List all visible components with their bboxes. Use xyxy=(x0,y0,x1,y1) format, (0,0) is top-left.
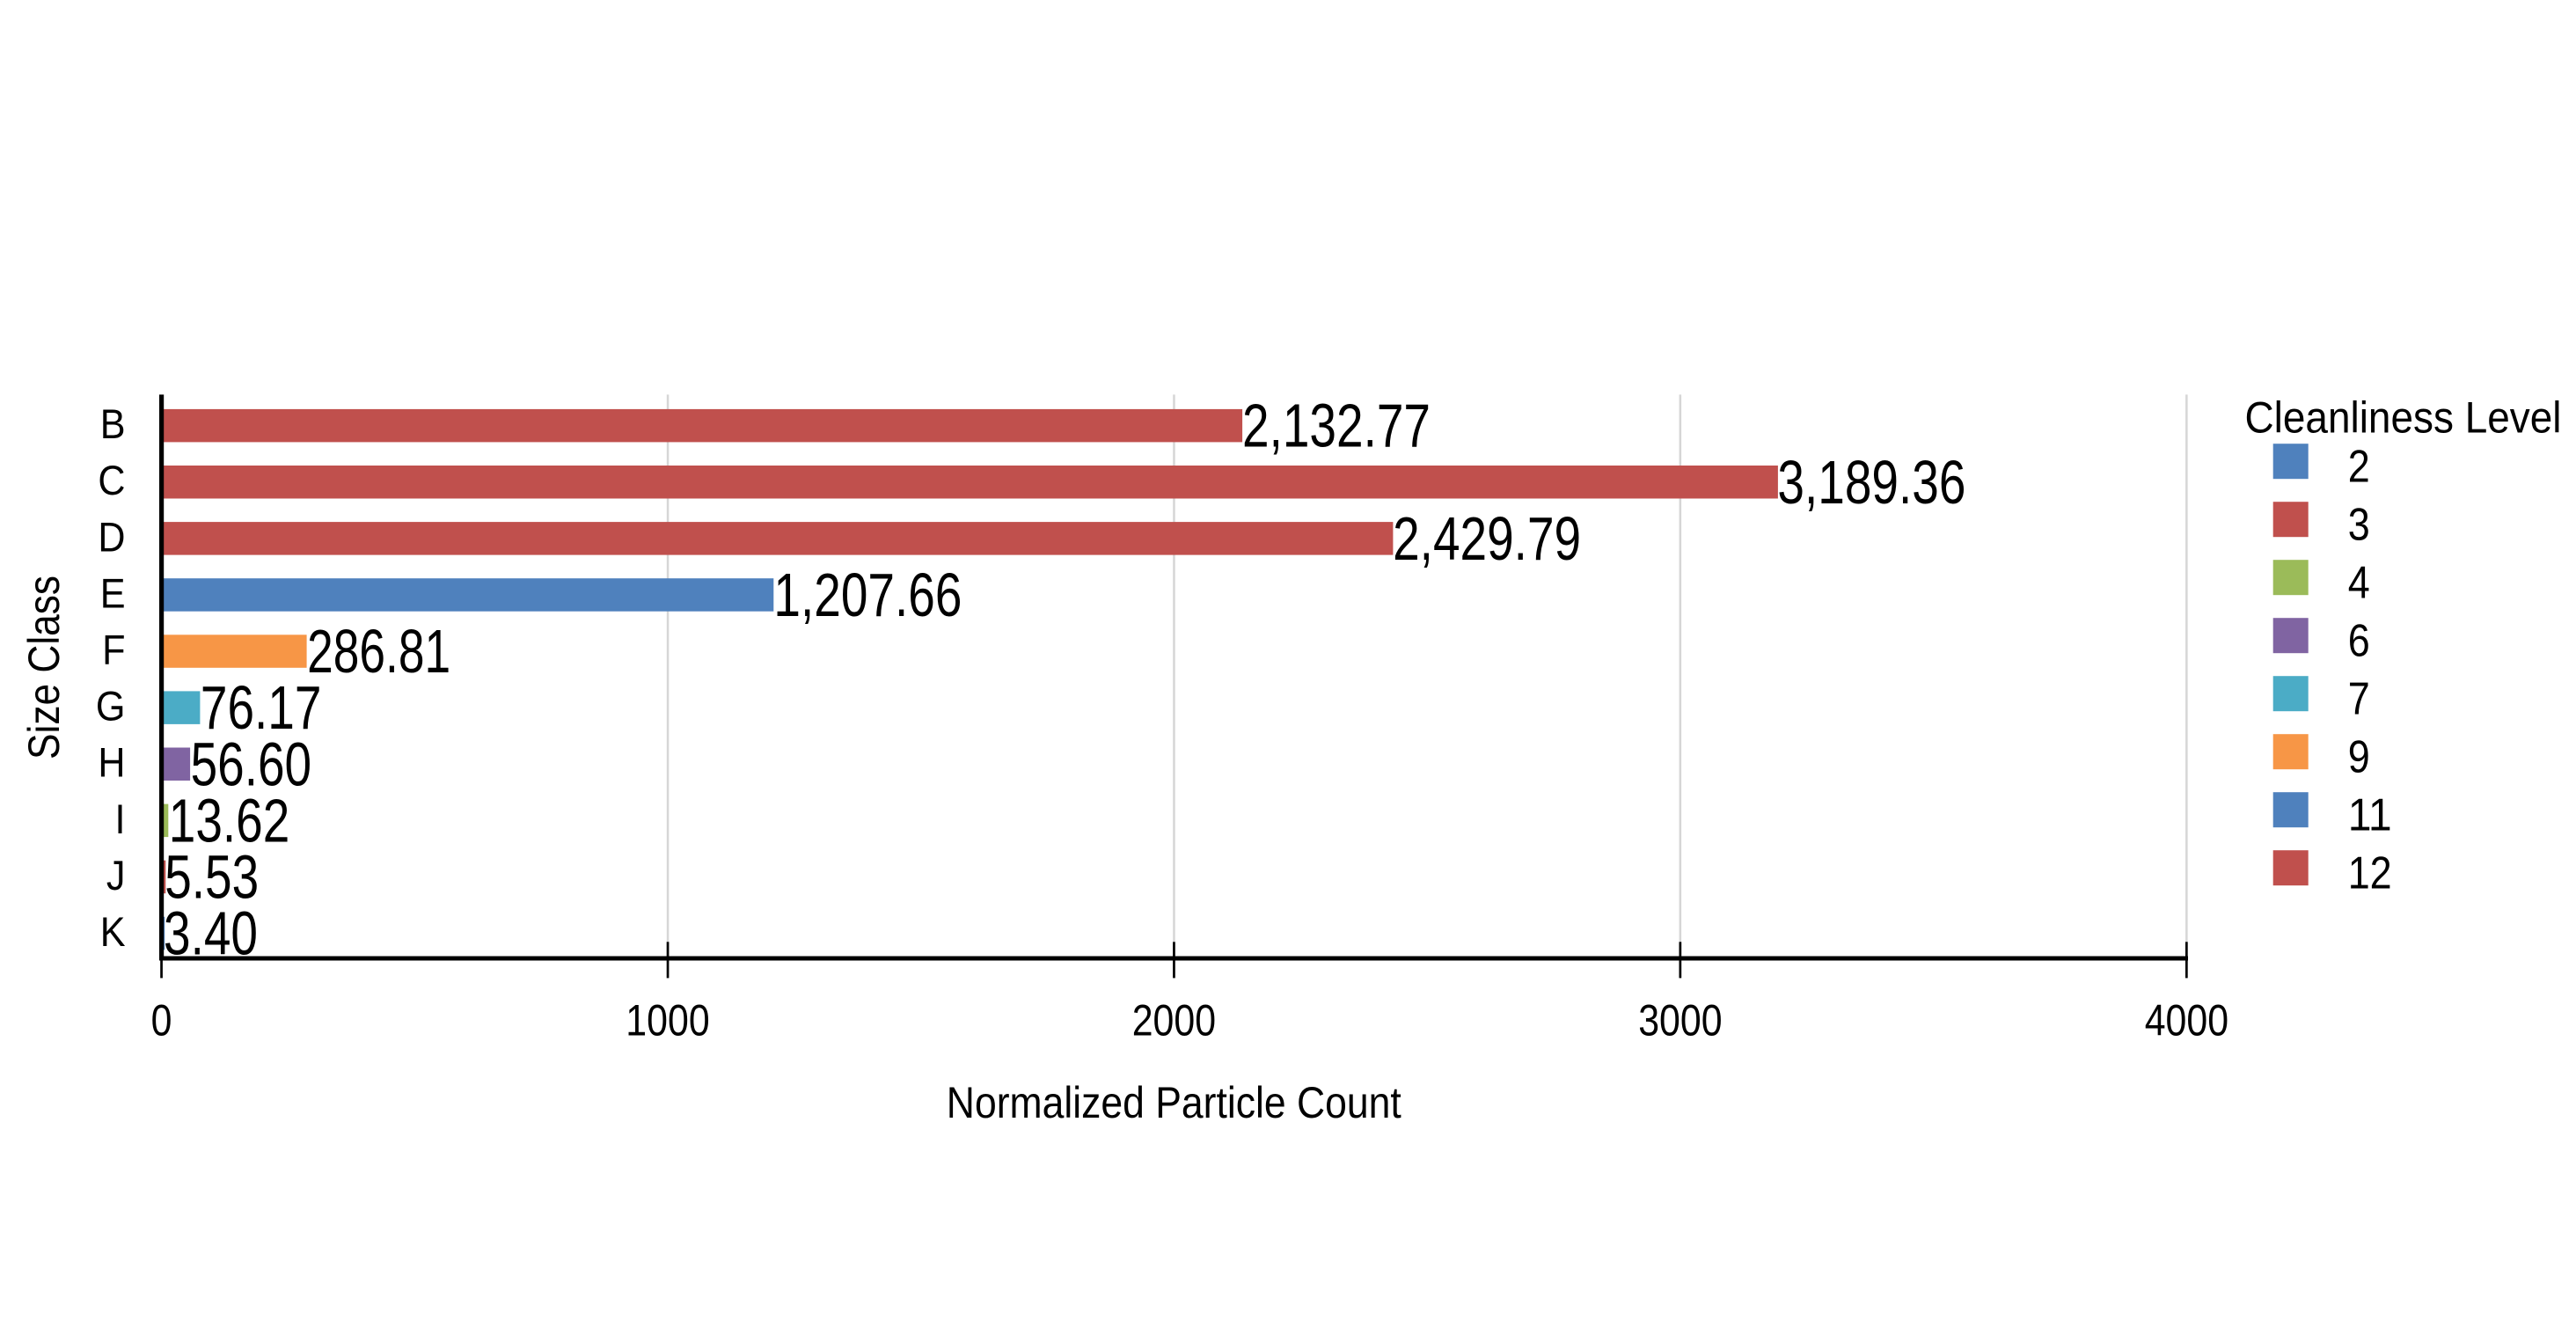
svg-text:3000: 3000 xyxy=(1638,995,1722,1045)
svg-text:4: 4 xyxy=(2348,557,2370,608)
svg-text:Cleanliness Level: Cleanliness Level xyxy=(2245,392,2562,442)
svg-text:E: E xyxy=(100,570,126,617)
svg-text:6: 6 xyxy=(2348,615,2370,666)
svg-text:2,132.77: 2,132.77 xyxy=(1242,392,1431,460)
svg-text:2,429.79: 2,429.79 xyxy=(1393,504,1581,573)
svg-text:3: 3 xyxy=(2348,499,2370,550)
svg-text:4000: 4000 xyxy=(2145,995,2228,1045)
svg-text:Size Class: Size Class xyxy=(19,576,69,759)
svg-text:7: 7 xyxy=(2348,673,2370,724)
svg-text:J: J xyxy=(106,853,126,899)
svg-text:0: 0 xyxy=(151,995,172,1045)
svg-text:1,207.66: 1,207.66 xyxy=(773,561,962,629)
svg-text:3.40: 3.40 xyxy=(164,899,258,968)
svg-text:11: 11 xyxy=(2348,789,2392,840)
svg-text:286.81: 286.81 xyxy=(307,617,450,686)
svg-text:76.17: 76.17 xyxy=(201,673,322,742)
svg-text:5.53: 5.53 xyxy=(165,843,259,912)
svg-text:F: F xyxy=(102,627,125,674)
svg-text:K: K xyxy=(100,909,126,956)
svg-text:I: I xyxy=(115,796,126,843)
svg-text:2000: 2000 xyxy=(1132,995,1216,1045)
svg-text:56.60: 56.60 xyxy=(191,730,312,798)
svg-text:D: D xyxy=(98,514,125,561)
svg-text:1000: 1000 xyxy=(626,995,709,1045)
svg-text:H: H xyxy=(98,740,125,787)
svg-text:3,189.36: 3,189.36 xyxy=(1777,448,1965,517)
svg-text:Normalized Particle Count: Normalized Particle Count xyxy=(947,1078,1401,1127)
svg-text:G: G xyxy=(96,684,126,730)
svg-text:13.62: 13.62 xyxy=(169,786,289,855)
svg-text:12: 12 xyxy=(2348,847,2392,899)
svg-text:9: 9 xyxy=(2348,731,2370,782)
svg-text:C: C xyxy=(98,458,125,504)
svg-text:B: B xyxy=(100,401,126,448)
svg-text:2: 2 xyxy=(2348,441,2370,492)
